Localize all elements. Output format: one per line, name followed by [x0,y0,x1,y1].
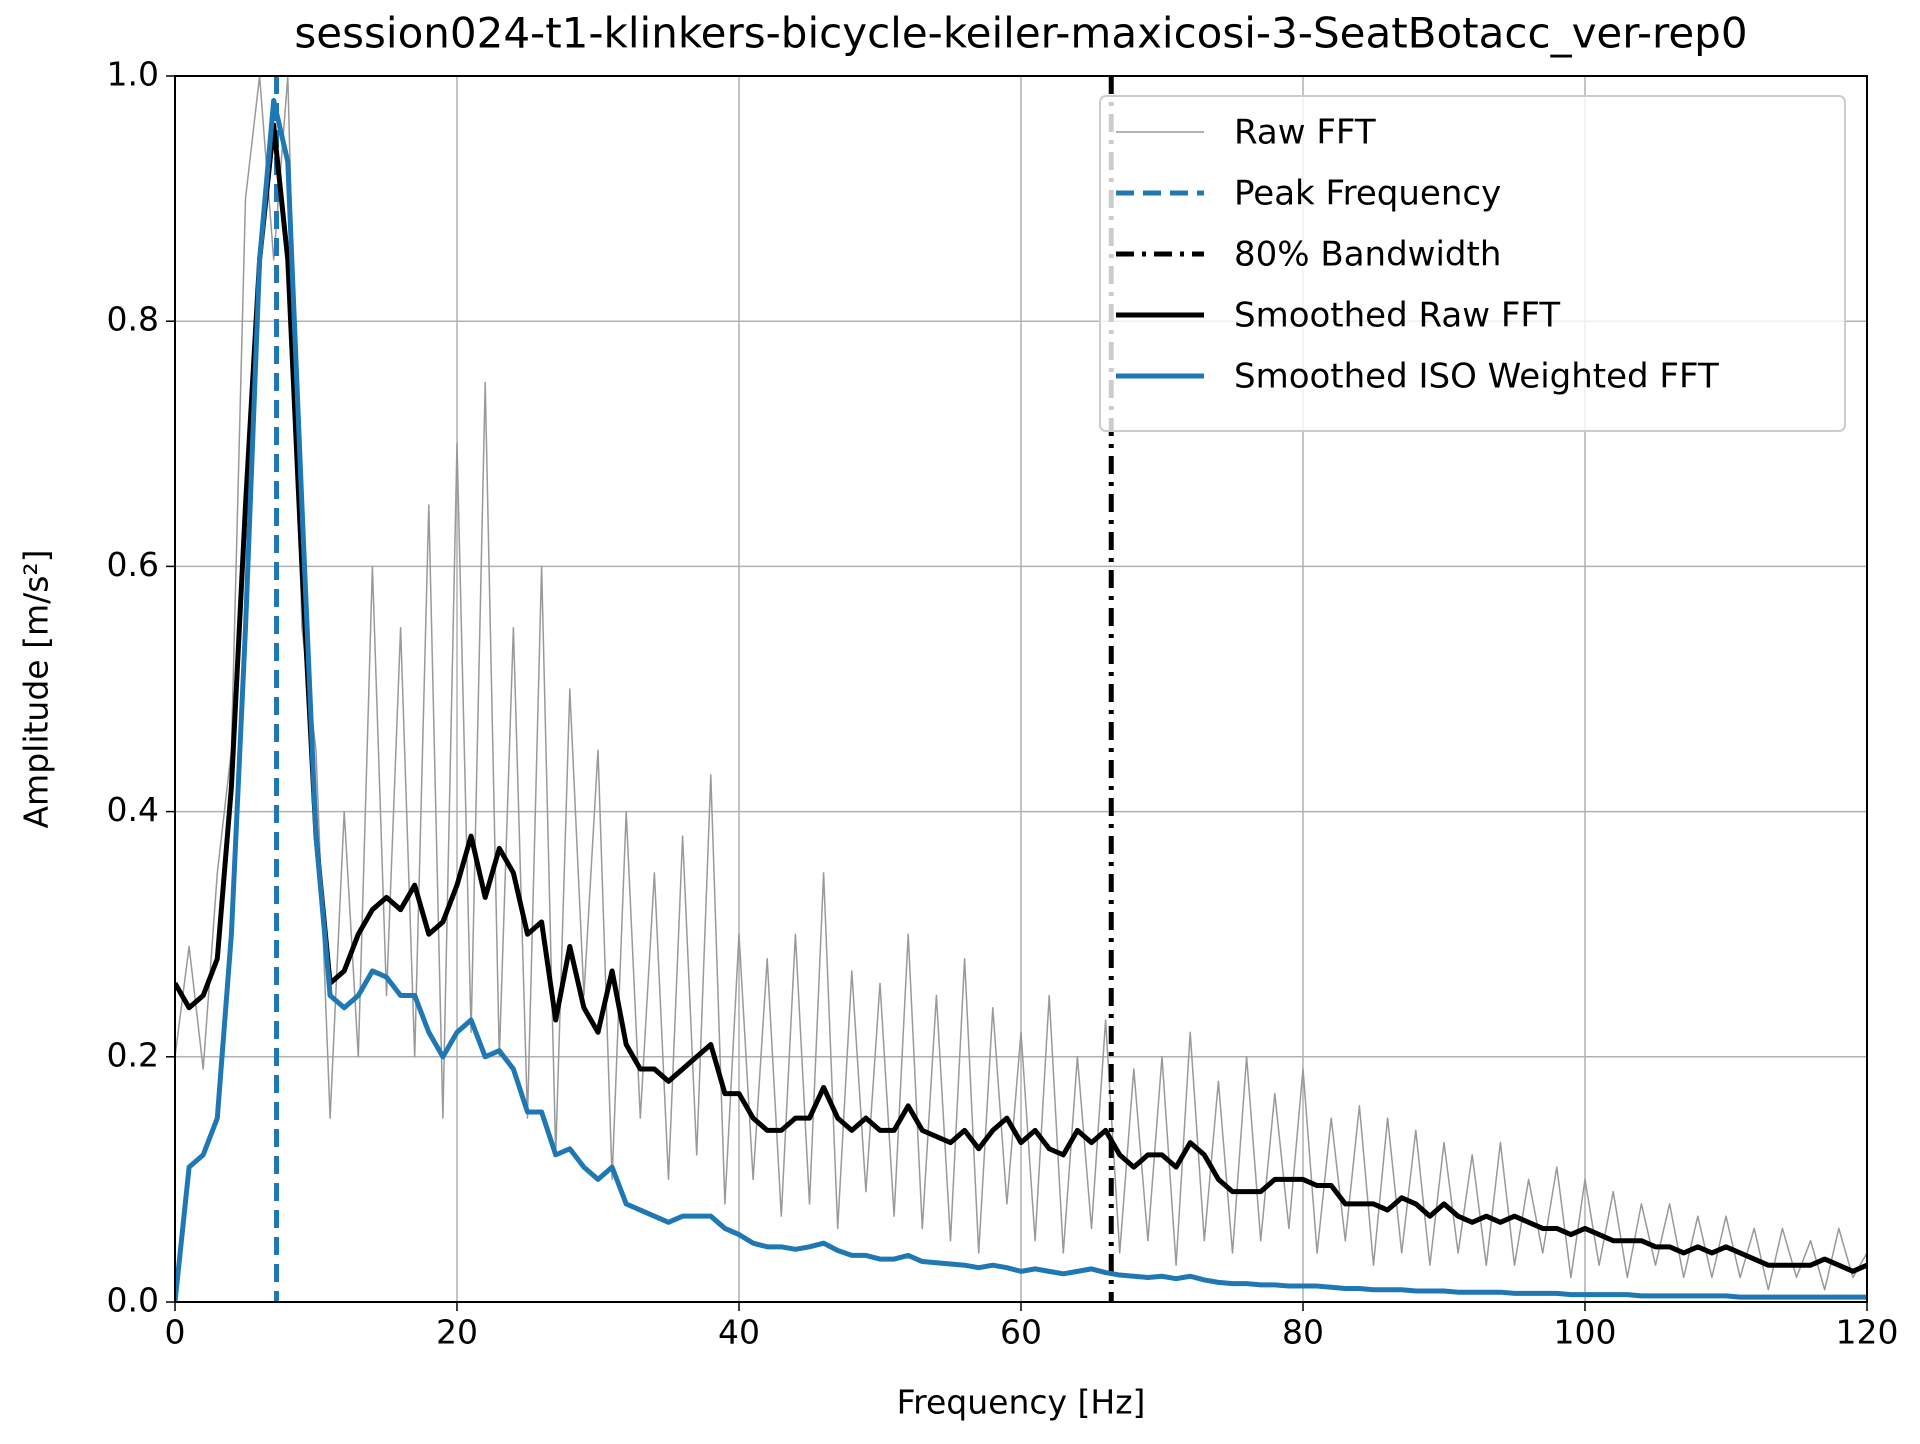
legend: Raw FFT Peak Frequency 80% Bandwidth Smooth… [1099,95,1846,432]
x-tick-label: 100 [1554,1313,1617,1352]
y-tick-label: 0.2 [107,1035,159,1074]
x-tick-label: 20 [436,1313,478,1352]
y-axis-label: Amplitude [m/s²] [17,549,56,828]
series-line [175,122,1867,1274]
x-tick-label: 40 [718,1313,760,1352]
series-line [175,76,1867,1291]
legend-label: Raw FFT [1234,113,1376,153]
legend-label: 80% Bandwidth [1234,235,1501,275]
x-tick-label: 120 [1836,1313,1899,1352]
y-tick-label: 0.6 [107,545,159,584]
axes-frame [174,75,1868,1303]
chart-title: session024-t1-klinkers-bicycle-keiler-ma… [294,9,1747,58]
legend-label: Peak Frequency [1234,174,1501,214]
legend-label: Smoothed Raw FFT [1234,296,1560,336]
y-tick-label: 0.8 [107,300,159,339]
y-tick-label: 1.0 [107,55,159,94]
legend-label: Smoothed ISO Weighted FFT [1234,357,1719,397]
y-tick-label: 0.4 [107,790,159,829]
y-tick-label: 0.0 [107,1281,159,1320]
x-axis-label: Frequency [Hz] [897,1383,1146,1422]
legend-box [1099,95,1846,432]
x-tick-label: 80 [1282,1313,1324,1352]
x-tick-label: 60 [1000,1313,1042,1352]
x-tick-label: 0 [165,1313,186,1352]
series-line [175,98,1867,1302]
